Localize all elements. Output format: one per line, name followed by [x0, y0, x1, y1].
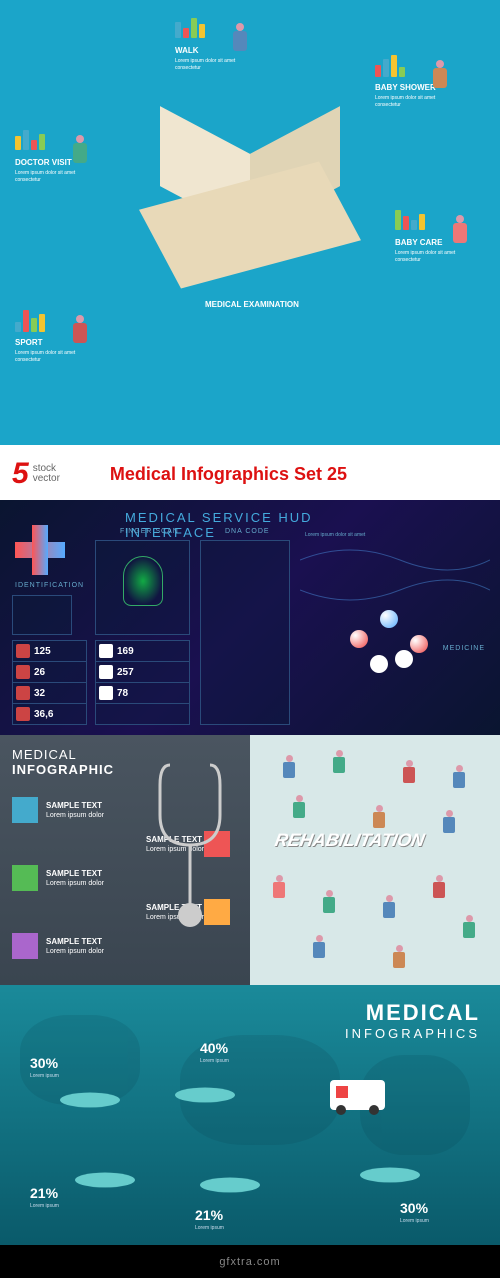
p4-title: MEDICAL INFOGRAPHICS: [345, 1000, 480, 1041]
panel-medical-map: MEDICAL INFOGRAPHICS 30% Lorem ipsum 40%…: [0, 985, 500, 1245]
main-title: Medical Infographics Set 25: [110, 464, 347, 485]
hud-finger-panel: [95, 540, 190, 635]
rehab-person: [430, 875, 448, 903]
percentage: 21%: [30, 1185, 58, 1201]
rehab-person: [320, 890, 338, 918]
person-baby-care: [450, 215, 470, 250]
sample-item: SAMPLE TEXTLorem ipsum dolor: [12, 933, 238, 959]
rehab-person: [330, 750, 348, 778]
title-strip: 5 stock vector Medical Infographics Set …: [0, 445, 500, 500]
stat-row: 32: [13, 683, 86, 704]
hud-stats-panel: 125263236,6: [12, 640, 87, 725]
pct-sub: Lorem ipsum: [30, 1073, 59, 1079]
ambulance-icon: [330, 1080, 385, 1110]
rehab-title: REHABILITATION: [273, 830, 426, 851]
hud-identification-label: IDENTIFICATION: [15, 582, 84, 589]
person-baby-shower: [430, 60, 450, 95]
platform: [60, 1093, 120, 1108]
node-label-baby-shower: BABY SHOWER: [375, 83, 436, 92]
stethoscope-icon: [150, 755, 230, 935]
hud-lorem: Lorem ipsum dolor sit amet: [305, 532, 425, 538]
panel-split: MEDICALINFOGRAPHIC SAMPLE TEXTLorem ipsu…: [0, 735, 500, 985]
node-sub-doctor-visit: Lorem ipsum dolor sit amet consectetur: [15, 170, 85, 183]
platform: [75, 1173, 135, 1188]
hud-dna-label: DNA CODE: [225, 528, 270, 535]
dna-helix-icon: [300, 540, 490, 620]
center-label: MEDICAL EXAMINATION: [205, 300, 299, 309]
person-sport: [70, 315, 90, 350]
pct-sub: Lorem ipsum: [195, 1225, 224, 1231]
node-label-sport: SPORT: [15, 338, 43, 347]
pct-sub: Lorem ipsum: [30, 1203, 59, 1209]
atom: [350, 630, 368, 648]
panel-hud: MEDICAL SERVICE HUD INTERFACE IDENTIFICA…: [0, 500, 500, 735]
rehab-person: [380, 895, 398, 923]
vector-count: 5: [12, 457, 29, 491]
hud-stats2-panel: 16925778: [95, 640, 190, 725]
person-doctor-visit: [70, 135, 90, 170]
node-label-walk: WALK: [175, 46, 199, 55]
atom: [370, 655, 388, 673]
rehab-person: [400, 760, 418, 788]
percentage: 40%: [200, 1040, 228, 1056]
hud-id-panel: [12, 595, 72, 635]
node-sub-sport: Lorem ipsum dolor sit amet consectetur: [15, 350, 85, 363]
vector-count-label: stock vector: [33, 464, 60, 484]
atom: [395, 650, 413, 668]
mini-chart-baby-shower: [375, 55, 405, 77]
pct-sub: Lorem ipsum: [400, 1218, 429, 1224]
node-label-doctor-visit: DOCTOR VISIT: [15, 158, 72, 167]
watermark: gfxtra.com: [0, 1245, 500, 1278]
stat-row: 36,6: [13, 704, 86, 725]
rehab-person: [270, 875, 288, 903]
mini-chart-doctor-visit: [15, 130, 45, 150]
percentage: 30%: [30, 1055, 58, 1071]
stat-row: 26: [13, 662, 86, 683]
exam-room: [160, 140, 340, 270]
percentage: 21%: [195, 1207, 223, 1223]
node-sub-baby-shower: Lorem ipsum dolor sit amet consectetur: [375, 95, 445, 108]
panel-medical-examination: MEDICAL EXAMINATION DOCTOR VISIT Lorem i…: [0, 0, 500, 445]
hud-dna-panel: [200, 540, 290, 725]
stat-row: 125: [13, 641, 86, 662]
rehab-person: [290, 795, 308, 823]
percentage: 30%: [400, 1200, 428, 1216]
mini-chart-sport: [15, 310, 45, 332]
rehab-person: [440, 810, 458, 838]
rehab-person: [280, 755, 298, 783]
mini-chart-baby-care: [395, 210, 425, 230]
hud-medicine-label: MEDICINE: [443, 645, 485, 652]
hud-finger-label: FINGER SCAN: [120, 528, 179, 535]
node-sub-baby-care: Lorem ipsum dolor sit amet consectetur: [395, 250, 465, 263]
rehab-person: [390, 945, 408, 973]
medical-cross-icon: [15, 525, 65, 575]
mini-chart-walk: [175, 18, 205, 38]
pct-sub: Lorem ipsum: [200, 1058, 229, 1064]
platform: [200, 1178, 260, 1193]
person-walk: [230, 23, 250, 58]
atom: [410, 635, 428, 653]
platform: [175, 1088, 235, 1103]
stat-row: 78: [96, 683, 189, 704]
panel-medical-infographic: MEDICALINFOGRAPHIC SAMPLE TEXTLorem ipsu…: [0, 735, 250, 985]
platform: [360, 1168, 420, 1183]
node-sub-walk: Lorem ipsum dolor sit amet consectetur: [175, 58, 245, 71]
rehab-person: [370, 805, 388, 833]
rehab-person: [460, 915, 478, 943]
node-label-baby-care: BABY CARE: [395, 238, 442, 247]
stat-row: 169: [96, 641, 189, 662]
rehab-person: [310, 935, 328, 963]
rehab-person: [450, 765, 468, 793]
stat-row: 257: [96, 662, 189, 683]
panel-rehabilitation: REHABILITATION: [250, 735, 500, 985]
